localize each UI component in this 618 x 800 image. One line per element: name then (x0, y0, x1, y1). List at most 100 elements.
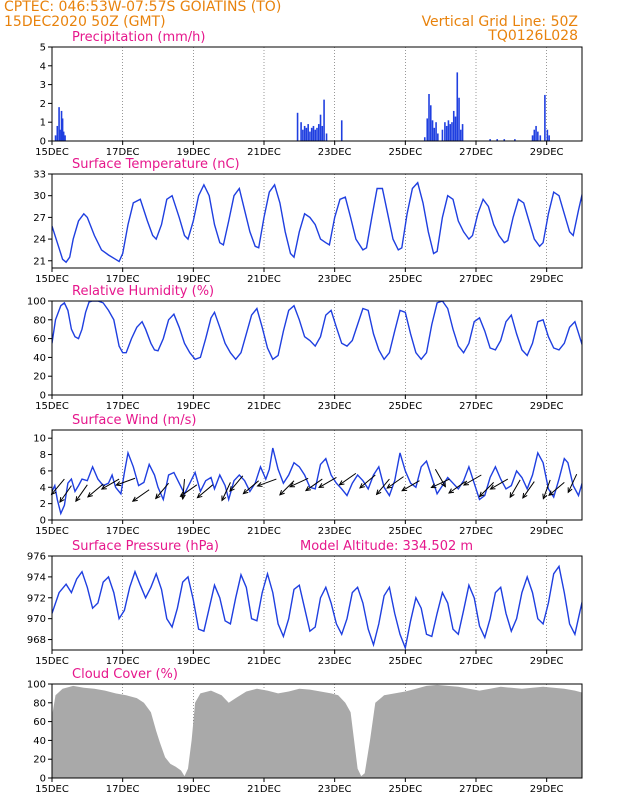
chart-header: CPTEC: 046:53W-07:57S GOIATINS (TO) 15DE… (0, 0, 618, 44)
precip-bar (314, 129, 317, 141)
precip-bar (445, 125, 448, 141)
x-tick-label: 21DEC (247, 401, 281, 412)
temperature-series (52, 181, 582, 264)
precipitation-series (54, 72, 550, 141)
x-tick-label: 23DEC (318, 784, 352, 795)
precip-bar (531, 135, 534, 141)
panel-title: Cloud Cover (%) (72, 667, 178, 682)
wind-arrow (567, 473, 578, 494)
precip-bar (296, 112, 299, 141)
precip-bar (546, 129, 549, 141)
wind-arrow (50, 478, 65, 496)
wind-arrow (87, 483, 104, 498)
y-tick-label: 976 (27, 552, 46, 563)
panel-frame (51, 429, 583, 521)
y-tick-label: 60 (33, 717, 46, 728)
wind-arrow (478, 482, 495, 498)
wind-arrow (401, 480, 420, 492)
wind-arrow (304, 478, 323, 492)
precip-bar (458, 97, 460, 141)
y-tick-label: 2 (40, 499, 46, 510)
precip-bar (310, 127, 313, 141)
y-tick-label: 8 (40, 450, 46, 461)
x-tick-label: 25DEC (388, 784, 422, 795)
y-tick-label: 974 (27, 572, 46, 583)
panel-frame (51, 300, 583, 396)
cloud-cover-area (52, 684, 582, 778)
precip-bar (456, 72, 459, 141)
temperature-line (52, 181, 582, 264)
grid-note-label: Vertical Grid Line: 50Z (421, 14, 578, 30)
y-tick-label: 4 (40, 483, 46, 494)
x-tick-label: 27DEC (459, 401, 493, 412)
y-tick-label: 33 (33, 170, 46, 181)
wind-arrow (318, 477, 337, 489)
precip-bar (60, 110, 63, 141)
y-tick-label: 40 (33, 736, 46, 747)
precip-bar (437, 133, 439, 141)
y-tick-label: 0 (40, 391, 46, 402)
precip-bar (305, 127, 308, 141)
x-tick-label: 19DEC (176, 274, 210, 285)
wind-arrow (522, 481, 535, 499)
wind-arrow (430, 478, 450, 489)
y-tick-label: 6 (40, 466, 46, 477)
x-tick-label: 27DEC (459, 147, 493, 158)
wind-arrow (288, 477, 309, 488)
x-tick-label: 25DEC (388, 274, 422, 285)
pressure-line (52, 564, 582, 650)
x-tick-label: 17DEC (106, 526, 140, 537)
x-tick-label: 23DEC (318, 274, 352, 285)
x-tick-label: 21DEC (247, 526, 281, 537)
datetime-label: 15DEC2020 50Z (GMT) (4, 14, 166, 30)
y-tick-label: 30 (33, 191, 46, 202)
y-tick-label: 100 (27, 680, 46, 691)
wind-arrow (279, 480, 295, 496)
x-tick-label: 29DEC (530, 656, 564, 667)
precip-bar (431, 120, 434, 141)
precip-bar (307, 124, 309, 141)
x-tick-label: 15DEC (35, 147, 69, 158)
y-tick-label: 10 (33, 434, 46, 445)
precip-bar (454, 116, 457, 141)
x-tick-label: 27DEC (459, 784, 493, 795)
panel-frame (51, 555, 583, 651)
x-tick-label: 15DEC (35, 656, 69, 667)
x-tick-label: 29DEC (530, 526, 564, 537)
x-tick-label: 15DEC (35, 274, 69, 285)
precip-bar (309, 131, 311, 141)
y-tick-label: 1 (40, 118, 46, 129)
x-tick-label: 23DEC (318, 147, 352, 158)
x-tick-label: 27DEC (459, 656, 493, 667)
precip-bar (428, 94, 430, 141)
wind-arrow (359, 474, 376, 489)
precip-bar (61, 118, 64, 141)
precip-bar (496, 139, 498, 141)
precip-bar (441, 129, 444, 141)
x-tick-label: 19DEC (176, 526, 210, 537)
precip-bar (56, 125, 59, 141)
precip-bar (321, 125, 324, 141)
panel-title: Surface Wind (m/s) (72, 413, 196, 428)
precip-bar (539, 135, 542, 141)
x-tick-label: 21DEC (247, 784, 281, 795)
wind-arrow (462, 474, 482, 486)
wind-arrow (196, 484, 214, 499)
precip-bar (449, 124, 452, 141)
y-tick-label: 40 (33, 353, 46, 364)
panel-frame (51, 683, 583, 779)
wind-arrow (221, 482, 231, 502)
x-tick-label: 17DEC (106, 401, 140, 412)
x-tick-label: 23DEC (318, 401, 352, 412)
precip-bar (325, 133, 328, 141)
wind-arrow (179, 484, 198, 497)
x-tick-label: 19DEC (176, 401, 210, 412)
panel-title: Precipitation (mm/h) (72, 30, 205, 45)
precip-bar (435, 122, 437, 141)
wind-series (52, 447, 582, 516)
y-tick-label: 970 (27, 614, 46, 625)
x-tick-label: 23DEC (318, 656, 352, 667)
precip-bar (340, 120, 343, 141)
precip-bar (64, 135, 66, 141)
precip-bar (429, 105, 432, 141)
